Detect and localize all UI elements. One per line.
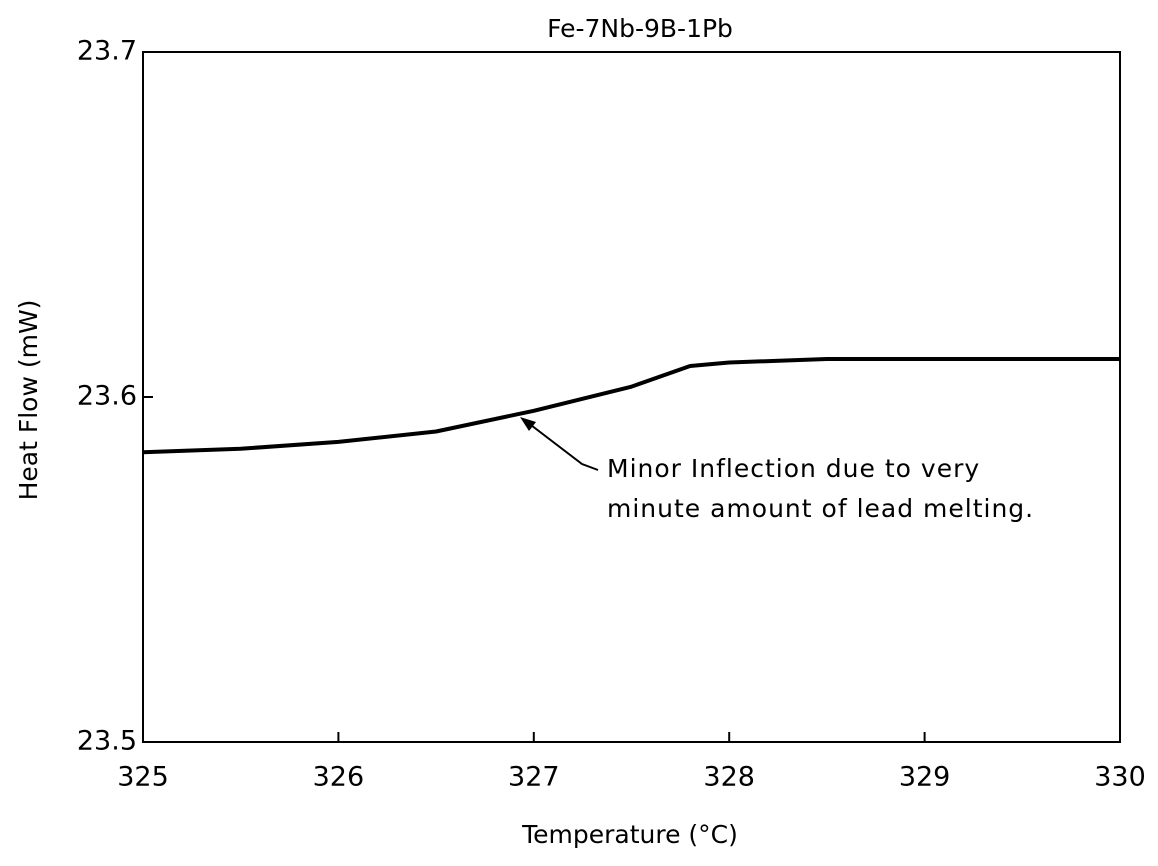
annotation-arrow <box>526 421 599 471</box>
annotation: minute amount of lead melting. <box>607 494 1034 523</box>
chart-title: Fe-7Nb-9B-1Pb <box>547 14 733 43</box>
y-tick-label: 23.7 <box>77 36 137 67</box>
x-tick-label: 325 <box>117 762 169 793</box>
x-tick-label: 326 <box>313 762 365 793</box>
x-tick-label: 328 <box>703 762 755 793</box>
data-line <box>142 357 1120 455</box>
y-tick-label: 23.6 <box>77 381 137 412</box>
x-tick-label: 327 <box>508 762 560 793</box>
y-tick-label: 23.5 <box>77 726 137 757</box>
x-tick-label: 330 <box>1094 762 1146 793</box>
x-axis-label: Temperature (°C) <box>521 820 738 849</box>
annotation: Minor Inflection due to very <box>607 454 980 483</box>
x-tick-label: 329 <box>899 762 951 793</box>
arrow-head <box>520 417 536 431</box>
plot-frame <box>142 51 1121 743</box>
y-axis-label: Heat Flow (mW) <box>14 300 43 501</box>
